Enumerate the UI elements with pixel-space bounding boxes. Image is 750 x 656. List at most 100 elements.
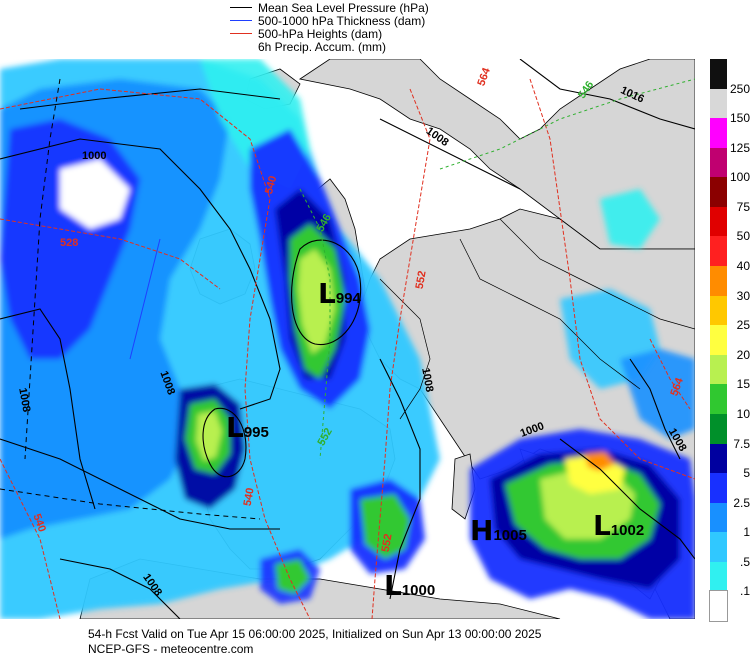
system-type: L (384, 569, 402, 602)
colorbar-swatch (710, 59, 727, 90)
colorbar-label: 125 (729, 140, 750, 155)
precip-white-gap (60, 159, 130, 229)
colorbar-label: 20 (736, 347, 750, 362)
legend-thickness: 500-1000 hPa Thickness (dam) (230, 13, 426, 28)
colorbar-swatch (710, 561, 727, 592)
colorbar-label: 15 (736, 377, 750, 392)
height-540-west (0, 458, 61, 619)
colorbar-swatch (710, 118, 727, 149)
isobar-995-ring (202, 407, 247, 478)
colorbar-swatch (710, 443, 727, 474)
colorbar-swatch (710, 325, 727, 356)
low-pressure-centre: L995 (226, 411, 269, 444)
precip-biscay-light (196, 411, 222, 461)
colorbar-label: .1 (739, 584, 750, 599)
legend-heights: 500-hPa Heights (dam) (230, 26, 383, 41)
system-type: H (470, 514, 494, 547)
coastlines (379, 218, 695, 420)
colorbar-label: 250 (729, 81, 750, 96)
isobar-1000 (0, 138, 281, 410)
thickness-contours (129, 78, 695, 460)
thickness-546-north (439, 78, 695, 170)
colorbar-label: 5 (743, 466, 750, 481)
system-type: L (593, 509, 611, 542)
colorbar-swatch (710, 206, 727, 237)
system-value: 1005 (493, 527, 527, 544)
colorbar-label: 7.5 (733, 436, 750, 451)
legend-precip: 6h Precip. Accum. (mm) (258, 39, 387, 54)
height-contours (0, 78, 695, 619)
coast-line-1 (379, 278, 431, 420)
colorbar-swatch (709, 590, 728, 623)
precip-ne-cyan (600, 189, 660, 249)
colorbar-swatch (710, 532, 727, 563)
colorbar-swatch (710, 88, 727, 119)
system-value: 995 (243, 424, 269, 441)
weather-map: 1000 1008 1016 1008 1008 1008 1008 1008 … (0, 59, 695, 619)
isobar-1008-west (0, 308, 96, 510)
colorbar-swatch (710, 295, 727, 326)
isobar-1016 (519, 59, 695, 130)
height-552 (371, 88, 431, 619)
colorbar-label: 10 (736, 406, 750, 421)
colorbar-label: 150 (729, 111, 750, 126)
dashed-isobar-1 (24, 78, 61, 460)
system-value: 1000 (401, 582, 436, 599)
legend-mslp-label: Mean Sea Level Pressure (hPa) (258, 0, 429, 15)
colorbar-swatch (710, 354, 727, 385)
low-pressure-centre: L1000 (384, 569, 435, 602)
colorbar-label: 30 (736, 288, 750, 303)
colorbar-label: 100 (729, 170, 750, 185)
legend-heights-label: 500-hPa Heights (dam) (258, 26, 383, 41)
legend-thickness-label: 500-1000 hPa Thickness (dam) (258, 13, 426, 28)
legend-precip-label: 6h Precip. Accum. (mm) (258, 39, 387, 54)
height-540-north (0, 88, 311, 619)
isobar-1008-sw (0, 438, 280, 530)
height-564-east (649, 338, 691, 410)
colorbar-swatch (710, 147, 727, 178)
system-type: L (226, 411, 244, 444)
colorbar-swatch (710, 502, 727, 533)
low-pressure-centre: L994 (318, 277, 361, 310)
colorbar-swatch (710, 177, 727, 208)
thickness-552-blue (129, 238, 161, 360)
source-caption: NCEP-GFS - meteocentre.com (88, 642, 254, 656)
height-564 (529, 78, 695, 480)
map-canvas (0, 59, 695, 619)
colorbar-swatch (710, 473, 727, 504)
legend-mslp: Mean Sea Level Pressure (hPa) (230, 0, 429, 15)
colorbar-label: 25 (736, 318, 750, 333)
colorbar-label: 75 (736, 199, 750, 214)
mslp-line-swatch (230, 7, 252, 8)
height-528 (0, 218, 221, 290)
colorbar-swatch (710, 236, 727, 267)
colorbar-swatch (710, 384, 727, 415)
precip-uk-light (298, 249, 335, 354)
precip-colorbar: 250 150 125 100 75 50 40 30 25 20 15 10 7.5 5 2.5 1 .5 .1 (709, 59, 750, 623)
colorbar-swatch (710, 266, 727, 297)
isobar-1008-se (559, 438, 695, 560)
dashed-isobars (0, 78, 261, 520)
height-label: 528 (60, 237, 79, 249)
colorbar-label: .5 (739, 554, 750, 569)
system-value: 994 (335, 290, 361, 307)
precip-med-green (360, 494, 410, 559)
isobar-1008-bottom (59, 558, 181, 619)
high-pressure-centre: H1005 (470, 514, 527, 547)
map-legend: Mean Sea Level Pressure (hPa) 500-1000 h… (0, 0, 700, 58)
colorbar-swatch (710, 413, 727, 445)
coast-line-2 (499, 218, 695, 330)
precip-africa-green (275, 559, 310, 594)
mslp-label: 1000 (82, 150, 107, 162)
thickness-line-swatch (230, 20, 252, 21)
colorbar-label: 40 (736, 259, 750, 274)
precip-italy-orange (585, 452, 615, 471)
system-value: 1002 (610, 522, 645, 539)
isobar-994-ring (291, 239, 362, 346)
precip-field (0, 59, 695, 619)
colorbar-label: 1 (743, 525, 750, 540)
isobar-1000-south (379, 358, 421, 600)
isobar-east (629, 358, 681, 460)
low-pressure-centre: L1002 (593, 509, 644, 542)
system-type: L (318, 277, 336, 310)
